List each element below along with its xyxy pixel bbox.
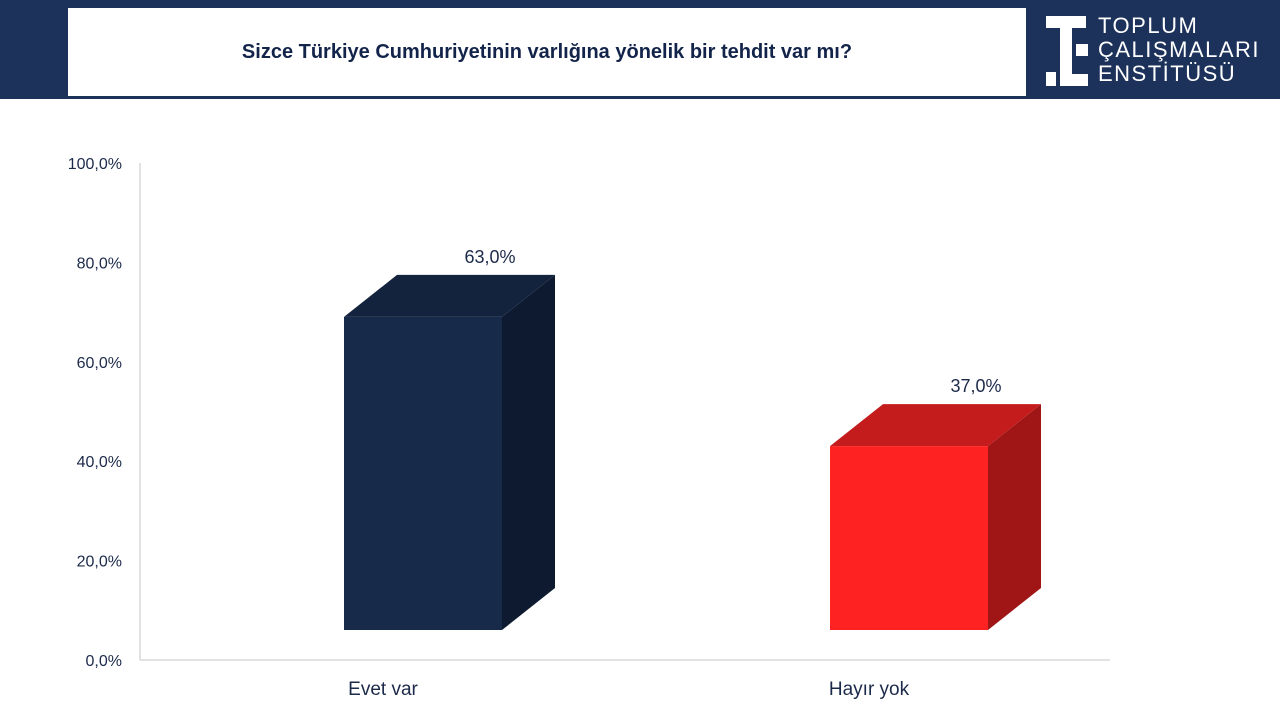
logo-mark-icon (1046, 16, 1088, 86)
bar-side (502, 274, 555, 630)
logo-line: TOPLUM (1098, 13, 1199, 38)
bar (344, 316, 502, 630)
logo-line: ÇALIŞMALARI (1098, 37, 1260, 62)
y-tick-label: 0,0% (86, 653, 122, 670)
bar-top (344, 274, 555, 317)
bar (830, 446, 988, 630)
bar-top (830, 404, 1041, 447)
bar-side (988, 404, 1041, 630)
data-label: 37,0% (950, 376, 1001, 396)
x-tick-label: Evet var (348, 679, 418, 700)
y-tick-label: 40,0% (77, 454, 122, 471)
logo: TOPLUM ÇALIŞMALARI ENSTİTÜSÜ (1040, 12, 1270, 90)
data-label: 63,0% (464, 247, 515, 267)
logo-line: ENSTİTÜSÜ (1098, 61, 1237, 86)
y-tick-label: 20,0% (77, 554, 122, 571)
y-tick-label: 80,0% (77, 255, 122, 272)
y-tick-label: 60,0% (77, 355, 122, 372)
y-tick-label: 100,0% (68, 156, 122, 173)
x-tick-label: Hayır yok (829, 679, 910, 700)
title-box: Sizce Türkiye Cumhuriyetinin varlığına y… (68, 8, 1026, 96)
chart-title: Sizce Türkiye Cumhuriyetinin varlığına y… (241, 40, 853, 63)
